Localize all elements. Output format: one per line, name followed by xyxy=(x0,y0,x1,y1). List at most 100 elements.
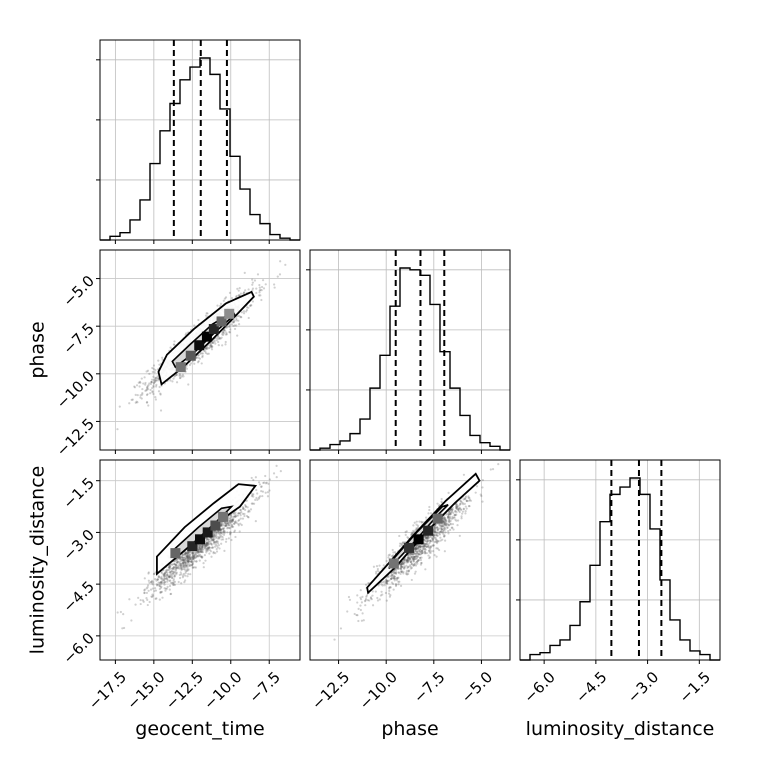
scatter-point xyxy=(207,546,210,549)
scatter-point xyxy=(424,551,427,555)
scatter-point xyxy=(465,499,468,502)
scatter-point xyxy=(139,381,142,384)
scatter-point xyxy=(206,544,209,547)
scatter-point xyxy=(420,549,424,552)
scatter-point xyxy=(207,538,211,541)
scatter-point xyxy=(196,548,200,551)
scatter-point xyxy=(210,344,213,347)
scatter-point xyxy=(184,558,187,561)
scatter-point xyxy=(205,547,208,551)
scatter-point xyxy=(423,545,426,548)
scatter-point xyxy=(383,580,386,583)
scatter-point xyxy=(215,547,218,551)
scatter-point xyxy=(389,594,392,597)
scatter-point xyxy=(197,554,200,557)
scatter-point xyxy=(419,550,422,553)
scatter-point xyxy=(240,311,243,314)
scatter-point xyxy=(412,557,415,561)
scatter-point xyxy=(249,304,252,307)
scatter-point xyxy=(419,547,422,550)
scatter-point xyxy=(144,383,147,386)
scatter-point xyxy=(394,583,398,586)
scatter-point xyxy=(399,570,403,574)
scatter-point xyxy=(231,519,235,522)
scatter-point xyxy=(163,581,166,584)
scatter-point xyxy=(401,541,404,545)
scatter-point xyxy=(435,531,438,534)
scatter-point xyxy=(236,287,239,290)
scatter-point xyxy=(188,555,191,559)
scatter-point xyxy=(183,552,187,556)
scatter-point xyxy=(169,575,172,579)
scatter-point xyxy=(418,550,421,553)
scatter-point xyxy=(152,572,156,576)
scatter-point xyxy=(187,551,190,554)
scatter-point xyxy=(155,383,158,386)
scatter-point xyxy=(442,522,445,526)
scatter-point xyxy=(176,560,179,563)
scatter-point xyxy=(181,565,184,568)
scatter-point xyxy=(420,551,423,555)
scatter-point xyxy=(272,472,276,475)
scatter-point xyxy=(220,522,223,525)
scatter-point xyxy=(447,513,450,516)
scatter-frame-1 xyxy=(99,459,301,661)
scatter-point xyxy=(364,604,367,607)
scatter-point xyxy=(152,378,156,382)
scatter-point xyxy=(219,528,223,531)
scatter-point xyxy=(157,359,160,362)
scatter-point xyxy=(174,564,178,567)
scatter-point xyxy=(428,505,431,509)
scatter-point xyxy=(249,304,252,308)
scatter-point xyxy=(420,521,423,524)
hist-frame-geocent_time xyxy=(99,39,301,241)
scatter-point xyxy=(200,549,204,552)
y-axis-label-luminosity_distance: luminosity_distance xyxy=(27,466,49,655)
scatter-point xyxy=(163,572,166,576)
scatter-point xyxy=(190,560,193,563)
scatter-point xyxy=(260,298,263,302)
scatter-point xyxy=(211,546,214,549)
scatter-point xyxy=(261,279,265,282)
scatter-point xyxy=(418,545,422,548)
scatter-point xyxy=(402,561,405,564)
scatter-point xyxy=(409,565,412,568)
scatter-point xyxy=(142,600,145,603)
scatter-point xyxy=(401,565,404,569)
scatter-point xyxy=(212,535,215,538)
scatter-point xyxy=(228,291,232,294)
scatter-point xyxy=(190,560,193,563)
scatter-point xyxy=(182,561,185,564)
scatter-point xyxy=(411,552,414,555)
scatter-point xyxy=(434,523,437,527)
scatter-point xyxy=(215,550,219,553)
x-tick-label-luminosity_distance-3: −1.5 xyxy=(676,668,714,706)
scatter-point xyxy=(218,547,221,550)
scatter-point xyxy=(213,530,216,533)
scatter-point xyxy=(400,565,403,568)
scatter-point xyxy=(400,562,404,565)
scatter-point xyxy=(190,556,194,559)
scatter-point xyxy=(424,516,428,519)
scatter-point xyxy=(254,476,257,479)
scatter-point xyxy=(422,543,426,547)
scatter-point xyxy=(386,582,389,585)
scatter-point xyxy=(178,374,181,377)
scatter-point xyxy=(220,524,223,527)
scatter-point xyxy=(151,370,154,374)
scatter-point xyxy=(417,553,421,556)
scatter-point xyxy=(429,545,432,549)
scatter-point xyxy=(244,289,247,292)
scatter-point xyxy=(475,485,479,488)
scatter-point xyxy=(160,575,163,578)
scatter-point xyxy=(417,552,420,555)
scatter-point xyxy=(116,428,119,431)
scatter-point xyxy=(151,378,154,381)
scatter-point xyxy=(198,548,201,551)
scatter-point xyxy=(166,573,169,576)
scatter-point xyxy=(229,328,232,331)
scatter-point xyxy=(458,534,461,537)
scatter-point xyxy=(224,329,227,332)
scatter-point xyxy=(389,577,393,581)
scatter-point xyxy=(417,545,420,549)
